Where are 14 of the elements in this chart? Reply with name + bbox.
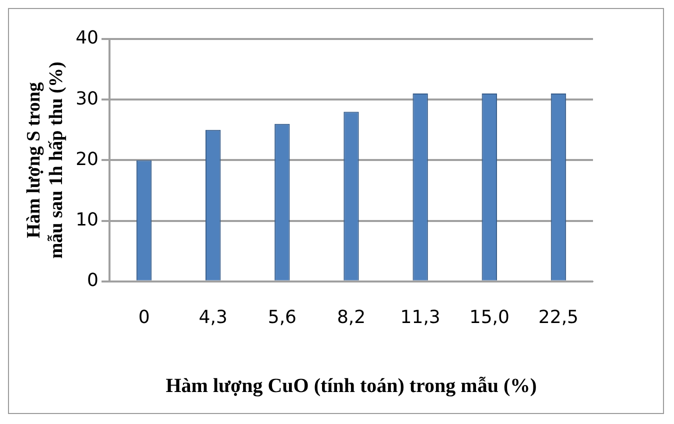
x-tick-label: 11,3: [400, 306, 440, 328]
y-tick-label: 10: [76, 209, 99, 230]
y-tick-label: 40: [76, 28, 99, 49]
y-tick-label: 20: [76, 148, 99, 170]
y-axis-title: Hàm lượng S trong mẫu sau 1h hấp thu (%): [23, 62, 68, 259]
x-tick-label: 15,0: [469, 306, 510, 328]
y-tick-label: 0: [87, 270, 99, 292]
y-tick-label: 30: [76, 88, 99, 110]
x-tick-label: 22,5: [538, 306, 579, 328]
x-tick-label: 8,2: [336, 306, 366, 328]
x-tick-label: 4,3: [198, 306, 228, 328]
x-tick-label: 5,6: [268, 306, 296, 328]
x-tick-label: 0: [138, 306, 150, 328]
x-axis-title: Hàm lượng CuO (tính toán) trong mẫu (%): [166, 375, 537, 398]
